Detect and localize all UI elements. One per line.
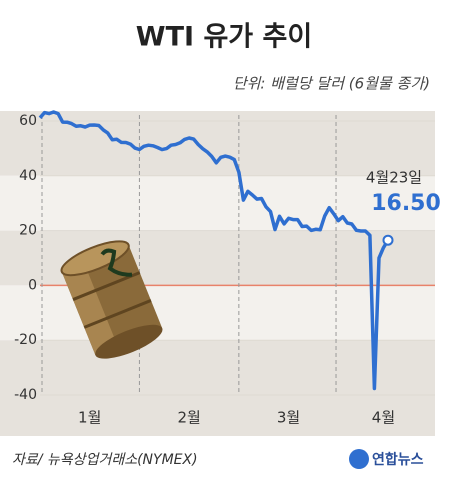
barrel-rib xyxy=(83,299,152,329)
grid: -40 -20 0 20 40 60 xyxy=(14,113,435,403)
annotation: 4월23일 xyxy=(366,169,422,187)
barrel-illustration xyxy=(60,240,163,359)
barrel-bottom xyxy=(95,324,163,359)
logo-text: 연합뉴스 xyxy=(372,451,424,468)
month-strip xyxy=(0,395,435,436)
chart-subtitle: 단위: 배럴당 달러 (6월물 종가) xyxy=(233,75,430,93)
band xyxy=(0,111,435,176)
x-tick-label: 1월 xyxy=(78,409,101,427)
y-tick-label: -20 xyxy=(14,332,37,348)
chart-title: WTI 유가 추이 xyxy=(136,22,312,53)
value-label: 16.50 xyxy=(371,191,441,216)
barrel-rib xyxy=(72,271,141,301)
y-tick-label: 0 xyxy=(28,277,37,293)
y-tick-label: -40 xyxy=(14,387,37,403)
point-marker xyxy=(382,234,394,246)
logo-icon xyxy=(349,449,369,469)
y-tick-label: 40 xyxy=(19,168,37,184)
band xyxy=(0,175,435,231)
oil-drip xyxy=(100,248,133,277)
price-line xyxy=(38,110,390,391)
x-tick-label: 2월 xyxy=(177,409,200,427)
plot: 1월 2월 3월 4월 16.50 4월23일 xyxy=(38,110,441,427)
y-tick-label: 60 xyxy=(19,113,37,129)
source: 자료/ 뉴욕상업거래소(NYMEX) xyxy=(12,452,198,468)
x-tick-label: 3월 xyxy=(277,409,300,427)
x-tick-label: 4월 xyxy=(372,409,395,427)
band xyxy=(0,285,435,341)
plot-background xyxy=(0,111,435,436)
barrel-highlight xyxy=(61,262,118,356)
y-tick-label: 20 xyxy=(19,223,37,239)
band xyxy=(0,340,435,395)
